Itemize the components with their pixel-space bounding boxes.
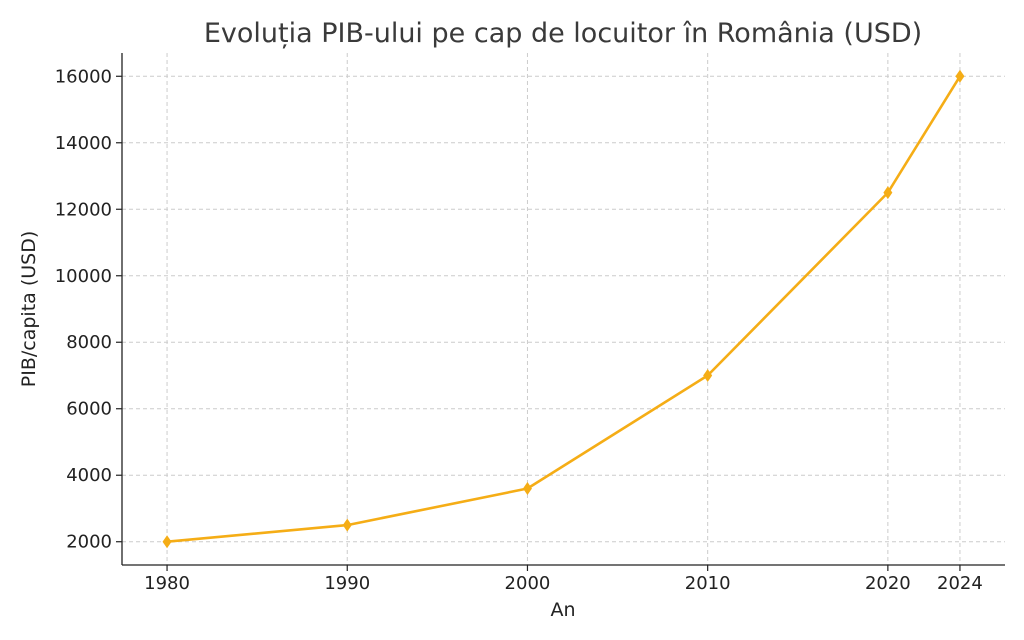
data-point-2000: [522, 482, 532, 496]
x-tick-label-1: 1990: [324, 573, 370, 594]
x-axis-label: An: [550, 599, 575, 621]
data-point-2010: [703, 368, 713, 382]
y-tick-label-5: 12000: [55, 199, 112, 220]
y-tick-label-7: 16000: [55, 66, 112, 87]
axes: 1980 1990 2000 2010 2020 2024 2000 4000 6000 8000…: [55, 53, 1005, 594]
series-layer: [162, 69, 965, 549]
x-tick-label-3: 2010: [685, 573, 731, 594]
y-axis-label: PIB/capita (USD): [18, 231, 40, 387]
data-point-2024: [955, 69, 965, 83]
y-tick-label-4: 10000: [55, 266, 112, 287]
grid: [122, 53, 1005, 565]
x-tick-label-2: 2000: [505, 573, 551, 594]
y-tick-label-3: 8000: [66, 332, 112, 353]
x-tick-label-0: 1980: [144, 573, 190, 594]
data-point-1990: [342, 518, 352, 532]
y-tick-label-6: 14000: [55, 133, 112, 154]
series-line-0: [166, 75, 962, 544]
y-tick-label-2: 6000: [66, 399, 112, 420]
y-tick-label-0: 2000: [66, 532, 112, 553]
data-point-1980: [162, 535, 172, 549]
x-tick-label-5: 2024: [937, 573, 983, 594]
chart-title: Evoluția PIB-ului pe cap de locuitor în …: [204, 18, 922, 49]
y-tick-label-1: 4000: [66, 465, 112, 486]
x-tick-label-4: 2020: [865, 573, 911, 594]
data-point-2020: [883, 186, 893, 200]
